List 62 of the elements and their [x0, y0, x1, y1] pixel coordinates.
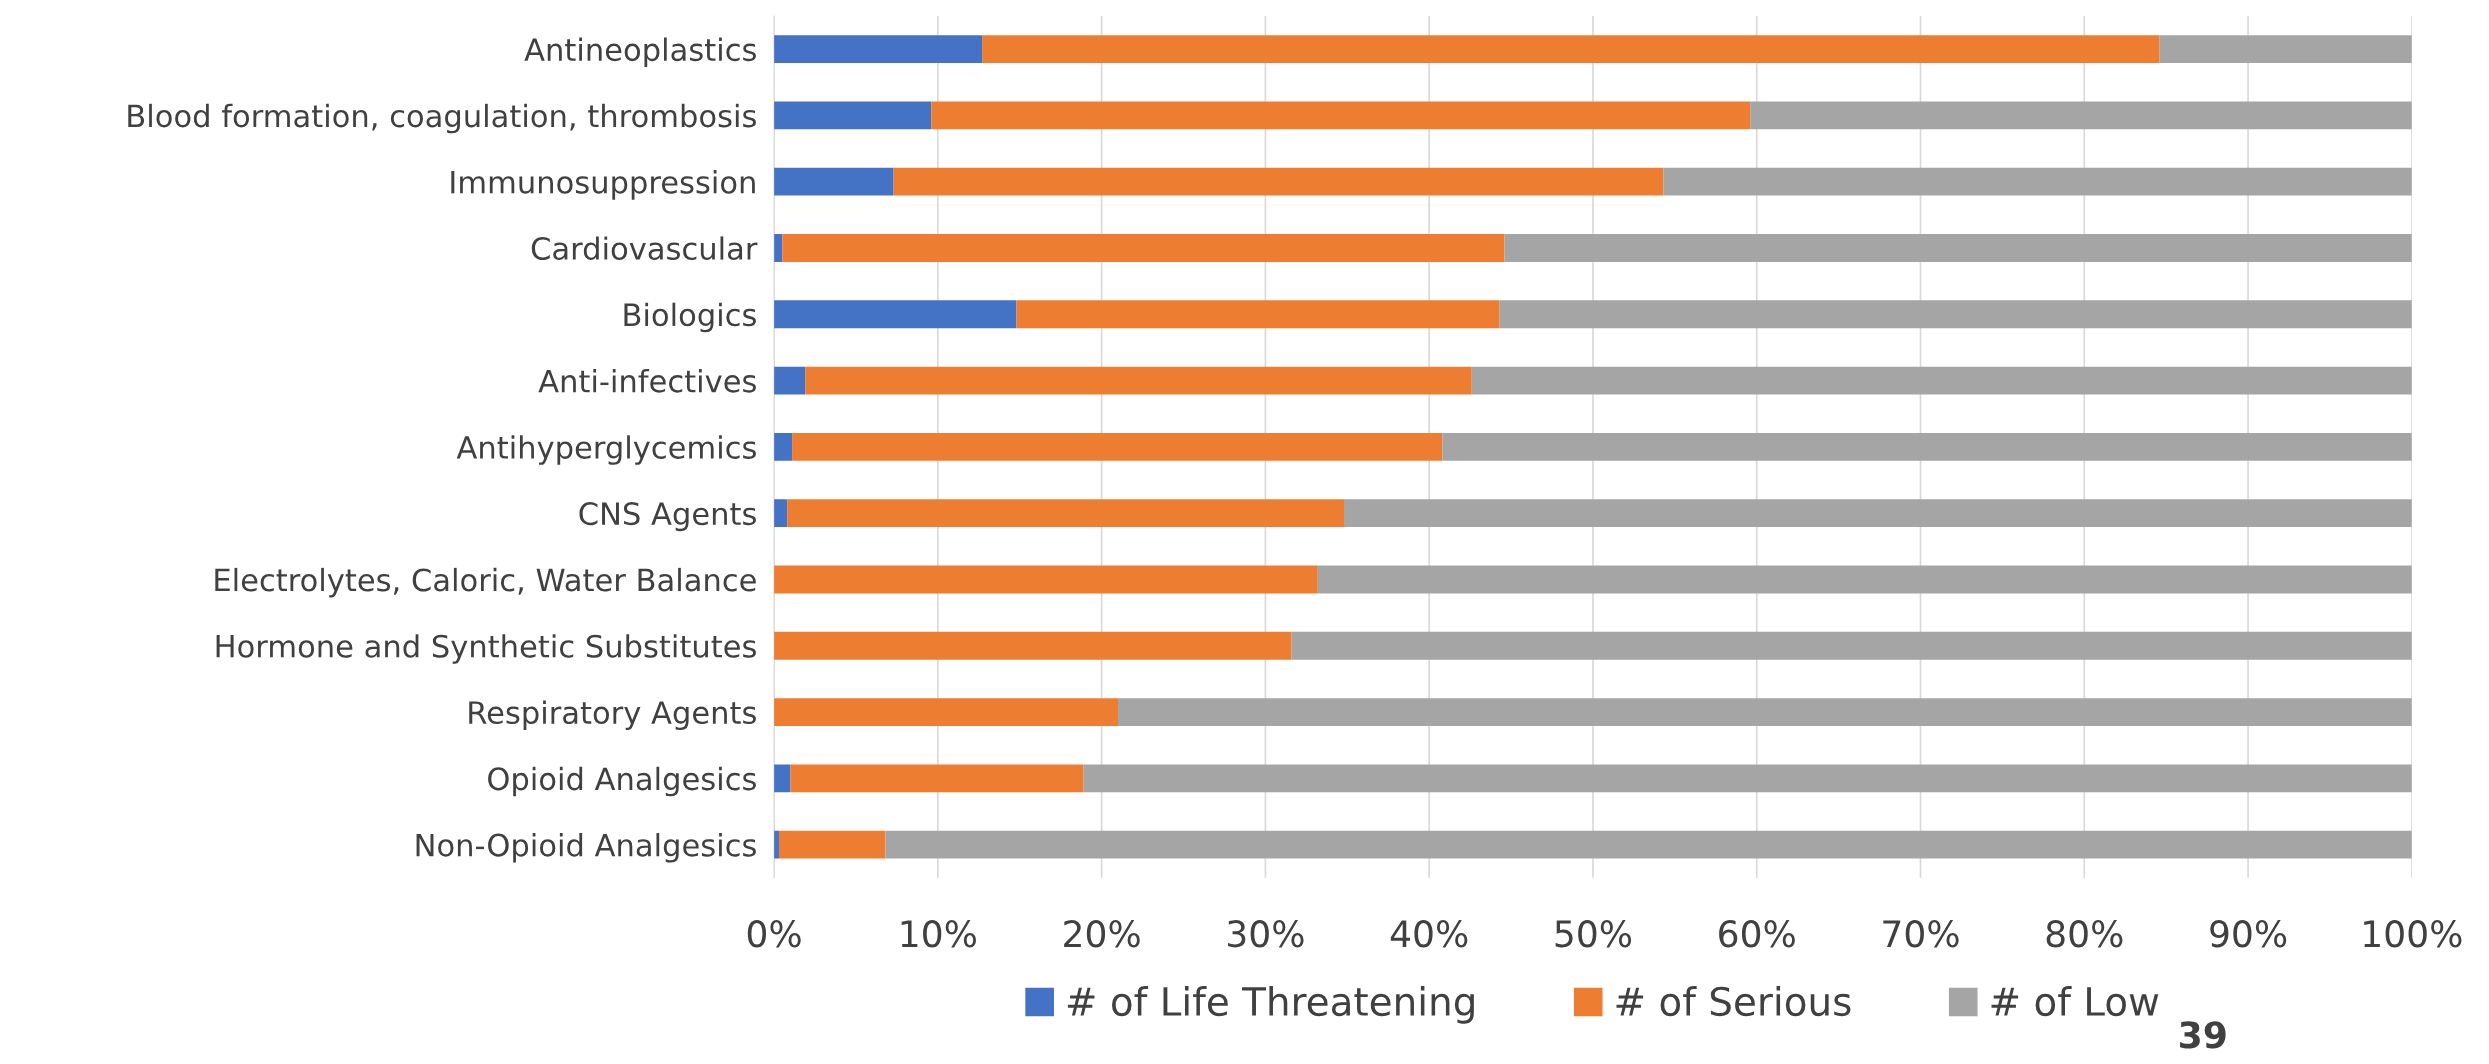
- bar: [1291, 631, 2412, 660]
- y-tick-label: Immunosuppression: [451, 170, 755, 200]
- x-tick-label: 30%: [1228, 920, 1304, 948]
- y-tick-label: Antineoplastics: [524, 37, 756, 68]
- y-tick-label: Non-Opioid Analgesics: [416, 833, 756, 863]
- bar: [893, 167, 1664, 196]
- bar: [774, 764, 791, 793]
- bar: [1317, 565, 2412, 594]
- bar: [1083, 764, 2412, 793]
- y-tick-label: Antihyperglycemics: [456, 435, 756, 465]
- y-tick-label: Opioid Analgesics: [488, 766, 756, 797]
- x-tick-label: 0%: [747, 920, 801, 948]
- bar: [1663, 167, 2412, 196]
- bar: [774, 565, 1318, 594]
- bar: [1118, 698, 2412, 726]
- bar: [805, 366, 1472, 395]
- bar: [774, 167, 894, 196]
- bar: [1344, 499, 2412, 528]
- bar: [774, 432, 793, 461]
- x-tick-label: 50%: [1555, 920, 1632, 948]
- bar: [787, 499, 1345, 528]
- y-tick-label: Cardiovascular: [531, 236, 758, 261]
- x-tick-label: 90%: [2210, 920, 2287, 948]
- bar: [1442, 432, 2412, 461]
- y-tick-label: Blood formation, coagulation, thrombosis: [128, 103, 756, 134]
- bar: [931, 101, 1751, 130]
- bar: [1016, 300, 1500, 329]
- legend-label: # of Low: [1991, 986, 2159, 1017]
- bar: [782, 234, 1505, 262]
- x-tick-label: 60%: [1719, 920, 1795, 948]
- bar: [774, 631, 1292, 660]
- bar: [792, 432, 1443, 461]
- y-tick-label: CNS Agents: [579, 502, 756, 532]
- x-tick-label: 10%: [901, 920, 976, 948]
- bar: [1750, 101, 2412, 130]
- bar: [774, 499, 788, 528]
- bar: [1471, 366, 2412, 395]
- y-tick-label: Anti-infectives: [538, 368, 756, 393]
- x-tick-label: 20%: [1064, 920, 1140, 948]
- bar: [982, 35, 2160, 64]
- y-tick-label: Biologics: [624, 302, 756, 333]
- bar: [778, 830, 886, 859]
- bar: [774, 300, 1017, 329]
- y-tick-label: Respiratory Agents: [469, 700, 756, 731]
- x-tick-label: 40%: [1390, 920, 1468, 948]
- y-tick-label: Hormone and Synthetic Substitutes: [216, 634, 756, 664]
- legend-label: # of Life Threatening: [1067, 986, 1474, 1024]
- legend-label: # of Serious: [1616, 986, 1851, 1017]
- bar: [1504, 234, 2412, 262]
- bar: [774, 366, 806, 395]
- bar: [885, 830, 2412, 859]
- bar: [774, 698, 1119, 726]
- x-tick-label: 80%: [2046, 920, 2123, 948]
- x-tick-label: 70%: [1883, 920, 1959, 948]
- bar: [790, 764, 1084, 793]
- bar: [1499, 300, 2412, 329]
- bar: [2159, 35, 2412, 64]
- y-tick-label: Electrolytes, Caloric, Water Balance: [215, 567, 756, 598]
- text: 39: [2180, 1021, 2226, 1049]
- bar: [774, 101, 932, 130]
- bar: [774, 35, 983, 64]
- x-tick-label: 100%: [2364, 920, 2462, 948]
